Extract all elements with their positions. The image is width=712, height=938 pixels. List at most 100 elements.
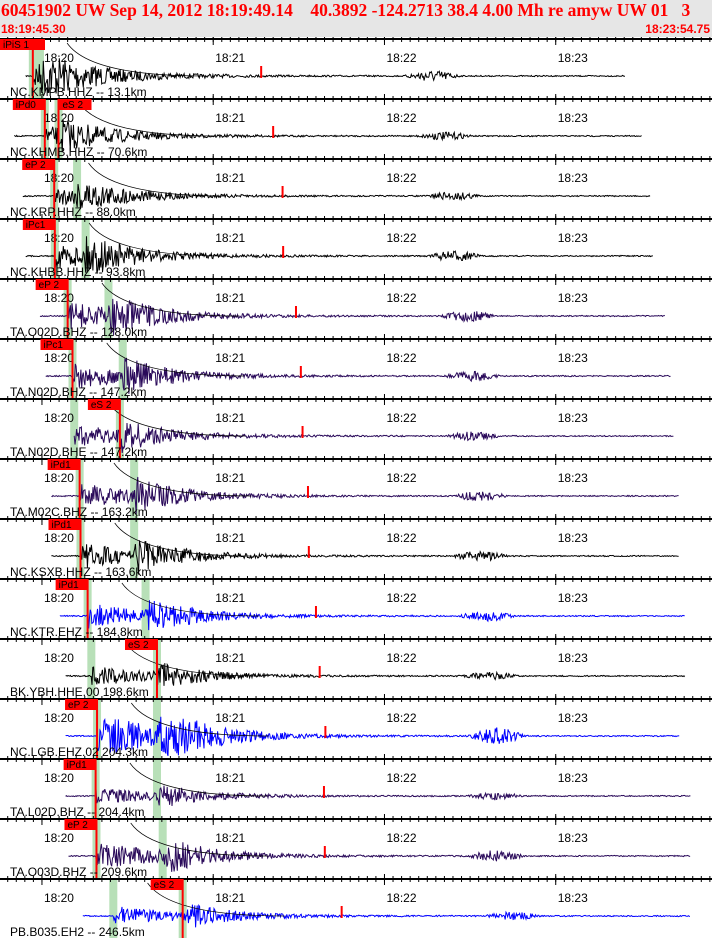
waveform [65,785,691,807]
minute-label: 18:21 [215,171,245,185]
minute-label: 18:22 [386,291,416,305]
waveform [51,540,679,575]
minute-label: 18:21 [215,471,245,485]
minute-label: 18:21 [215,891,245,905]
window-end-time: 18:23:54.75 [645,22,710,36]
minute-label: 18:21 [215,831,245,845]
minute-label: 18:21 [215,231,245,245]
minute-label: 18:22 [386,711,416,725]
minute-label: 18:22 [386,651,416,665]
minute-label: 18:20 [44,291,74,305]
pick-flag [65,699,98,710]
pick-label: iPc1 [43,340,63,351]
minute-label: 18:23 [558,771,588,785]
minute-label: 18:21 [215,411,245,425]
pick-label: iPd1 [51,460,71,471]
coda-marker [299,366,302,378]
trace-panel[interactable]: 18:20 18:21 18:22 18:23 eP 2 TA.O02D.BHZ -- 1… [0,274,712,339]
minute-label: 18:22 [386,231,416,245]
coda-marker [340,906,343,918]
minute-label: 18:23 [558,531,588,545]
pick-label: iPc1 [26,220,46,231]
coda-marker [307,546,310,558]
coda-marker [301,426,304,438]
trace-panel[interactable]: 18:20 18:21 18:22 18:23 eP 2 NC.LGB.EHZ.02 20… [0,694,712,759]
minute-label: 18:22 [386,111,416,125]
pick-flag [40,339,73,350]
pick-flag [47,459,80,470]
pick-label: iPd1 [59,580,79,591]
pick-label: eP 2 [25,160,46,171]
coda-curve [129,762,267,797]
s-window [130,459,139,519]
waveform [51,476,679,515]
trace-panel[interactable]: 18:20 18:21 18:22 18:23 iPc1 TA.N02D.BHZ -- 1… [0,334,712,399]
minute-label: 18:20 [44,531,74,545]
pick-label: iPd0 [16,100,36,111]
pick-label: eP 2 [68,700,89,711]
trace-panel[interactable]: 18:20 18:21 18:22 18:23 iPc1 NC.KHBB.HHZ -- 9… [0,214,712,279]
minute-label: 18:23 [558,591,588,605]
p-window [70,399,79,459]
trace-panel[interactable]: 18:20 18:21 18:22 18:23 iPd1 NC.KSXB.HHZ -- 1… [0,514,712,579]
minute-label: 18:20 [44,471,74,485]
minute-label: 18:20 [44,831,74,845]
trace-panel[interactable]: 18:20 18:21 18:22 18:23 iPiS 1 NC.KMPB.HHZ --… [0,37,712,99]
minute-label: 18:22 [386,531,416,545]
minute-label: 18:20 [44,891,74,905]
minute-label: 18:21 [215,591,245,605]
station-label: NC.KMPB.HHZ -- 13.1km [10,85,147,99]
waveform [25,58,626,94]
minute-label: 18:20 [44,231,74,245]
trace-panel[interactable]: 18:20 18:21 18:22 18:23 eS 2 BK.YBH.HHE.00 19… [0,634,712,699]
minute-label: 18:20 [44,51,74,65]
seismogram-panel[interactable]: 18:20 18:21 18:22 18:23 iPiS 1 NC.KMPB.HHZ --… [0,37,712,938]
minute-label: 18:22 [386,591,416,605]
minute-label: 18:21 [215,651,245,665]
coda-marker [314,606,317,618]
s-window [158,819,167,879]
pick-label: eP 2 [39,280,60,291]
minute-label: 18:21 [215,51,245,65]
waveform [45,357,671,394]
station-label: PB.B035.EH2 -- 246.5km [10,925,145,938]
pick-label: iPd1 [67,760,87,771]
pick-flag [35,279,68,290]
coda-marker [260,66,263,78]
minute-label: 18:21 [215,111,245,125]
coda-marker [306,486,309,498]
s-window [152,759,161,819]
minute-label: 18:22 [386,471,416,485]
trace-panel[interactable]: 18:20 18:21 18:22 18:23 eP 2 NC.KRP.HHZ -- 88… [0,154,712,219]
coda-curve [114,522,252,557]
minute-label: 18:22 [386,171,416,185]
minute-label: 18:23 [558,831,588,845]
trace-panel[interactable]: 18:20 18:21 18:22 18:23 eS 2 PB.B035.EH2 -- 2… [0,874,712,938]
station-label: NC.KHMB.HHZ -- 70.6km [10,145,147,159]
minute-label: 18:23 [558,171,588,185]
coda-marker [323,846,326,858]
minute-label: 18:23 [558,351,588,365]
coda-curve [88,222,227,257]
coda-curve [78,102,217,137]
coda-marker [282,246,285,258]
trace-panel[interactable]: 18:20 18:21 18:22 18:23 iPd1 NC.KTR.EHZ -- 18… [0,574,712,639]
minute-label: 18:20 [44,411,74,425]
station-label: BK.YBH.HHE.00 198.6km [10,685,149,699]
station-label: TA.O02D.BHZ -- 128.0km [10,325,147,339]
s-window [118,339,127,399]
trace-panel[interactable]: 18:20 18:21 18:22 18:23 eP 2 TA.O03D.BHZ -- 2… [0,814,712,879]
coda-curve [106,342,244,377]
event-title: 60451902 UW Sep 14, 2012 18:19:49.14 40.… [1,0,691,20]
s-window [141,579,150,639]
minute-label: 18:20 [44,591,74,605]
trace-panel[interactable]: 18:20 18:21 18:22 18:23 iPd1 TA.L02D.BHZ -- 2… [0,754,712,819]
station-label: TA.M02C.BHZ -- 163.2km [10,505,148,519]
pick-flag [63,759,96,770]
trace-panel[interactable]: 18:20 18:21 18:22 18:23 iPd1 TA.M02C.BHZ -- 1… [0,454,712,519]
pick-flag [22,159,55,170]
trace-panel[interactable]: 18:20 18:21 18:22 18:23 eS 2 TA.N02D.BHE -- 1… [0,394,712,459]
waveform [59,600,685,631]
minute-label: 18:21 [215,711,245,725]
